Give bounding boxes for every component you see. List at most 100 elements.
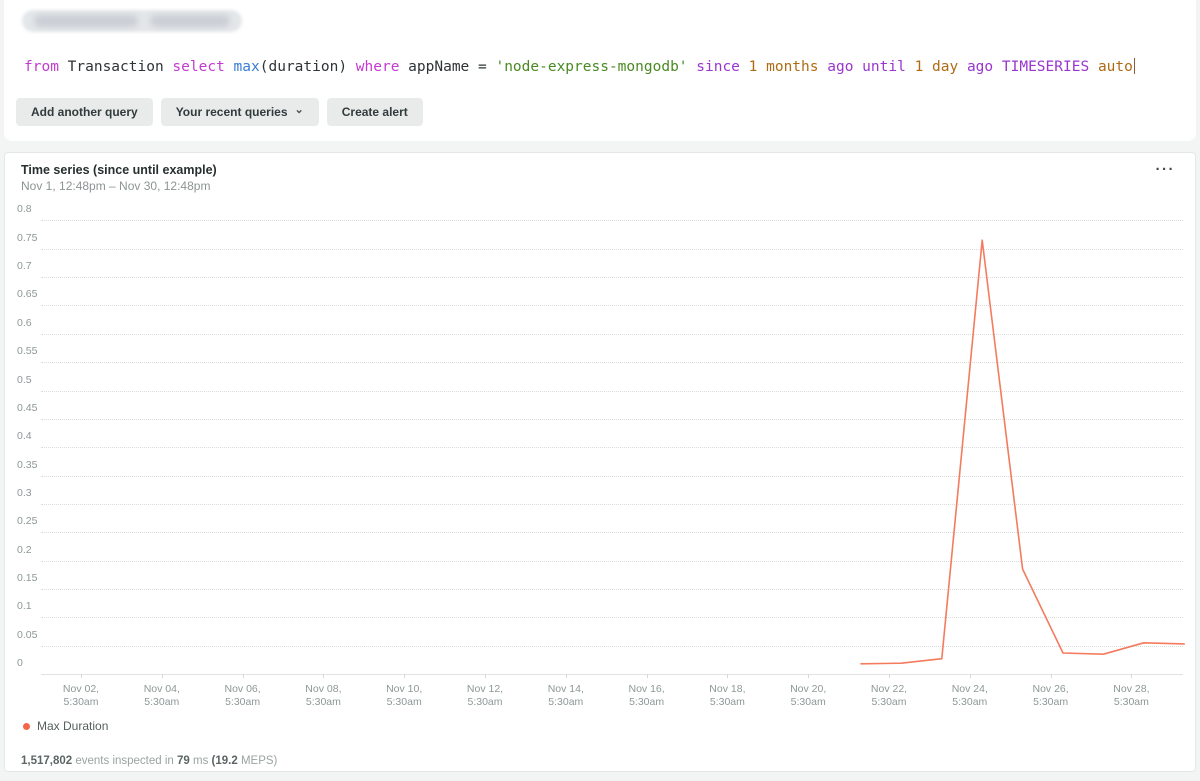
x-axis-label: Nov 14, 5:30am bbox=[547, 683, 584, 708]
nrql-token-keyword: ago bbox=[827, 59, 854, 75]
nrql-token-keyword: since bbox=[696, 59, 740, 75]
nrql-token-keyword: TIMESERIES bbox=[1001, 59, 1090, 75]
x-axis-tick bbox=[1131, 674, 1133, 678]
y-axis-label: 0.05 bbox=[17, 628, 38, 641]
footer-text: events inspected in bbox=[72, 755, 178, 767]
y-gridline bbox=[41, 588, 1183, 590]
y-gridline bbox=[41, 645, 1183, 647]
x-axis-tick bbox=[242, 674, 244, 678]
x-axis-tick bbox=[485, 674, 486, 678]
events-inspected-status: 1,517,802 events inspected in 79 ms (19.… bbox=[21, 755, 277, 767]
x-axis-tick bbox=[889, 674, 890, 678]
x-axis-label: Nov 20, 5:30am bbox=[790, 683, 827, 708]
y-axis-label: 0.35 bbox=[17, 458, 38, 471]
x-axis-label: Nov 18, 5:30am bbox=[709, 683, 746, 708]
nrql-token-clause: where bbox=[355, 59, 400, 75]
footer-text: ms bbox=[189, 755, 212, 767]
y-gridline bbox=[41, 333, 1183, 335]
nrql-token-plain bbox=[819, 59, 828, 75]
y-axis-label: 0.7 bbox=[17, 260, 32, 273]
x-axis-tick bbox=[808, 674, 810, 678]
series-line-layer bbox=[860, 239, 1185, 665]
nrql-token-keyword: ago bbox=[966, 59, 994, 75]
x-axis-tick bbox=[404, 674, 406, 678]
recent-queries-label: Your recent queries bbox=[175, 105, 288, 119]
chart-legend[interactable]: Max Duration bbox=[23, 719, 108, 733]
chart-title: Time series (since until example) bbox=[21, 163, 217, 177]
x-axis-label: Nov 16, 5:30am bbox=[628, 683, 665, 708]
y-gridline bbox=[41, 475, 1183, 477]
y-gridline bbox=[41, 305, 1183, 307]
x-axis-label: Nov 10, 5:30am bbox=[386, 683, 423, 708]
series-legend-label: Max Duration bbox=[37, 719, 109, 733]
x-axis-label: Nov 06, 5:30am bbox=[224, 683, 261, 708]
y-axis-label: 0 bbox=[17, 657, 23, 669]
footer-metric-value: 79 bbox=[177, 755, 190, 767]
nrql-token-plain: (duration) bbox=[259, 59, 356, 75]
nrql-token-plain bbox=[688, 59, 697, 75]
x-axis-label: Nov 22, 5:30am bbox=[870, 683, 908, 708]
x-axis-tick bbox=[161, 674, 163, 678]
nrql-token-number: 1 months bbox=[748, 59, 819, 75]
nrql-token-plain bbox=[993, 59, 1002, 75]
nrql-token-plain: appName = bbox=[399, 59, 496, 75]
nrql-token-plain bbox=[225, 59, 234, 75]
redacted-text-blob bbox=[150, 15, 230, 27]
x-axis-label: Nov 04, 5:30am bbox=[143, 683, 180, 708]
nrql-token-number: auto bbox=[1097, 59, 1133, 75]
y-gridline bbox=[41, 362, 1183, 364]
y-axis-label: 0.45 bbox=[17, 401, 38, 414]
y-gridline bbox=[41, 447, 1183, 449]
nrql-token-function: max bbox=[233, 59, 260, 75]
redacted-account-pill bbox=[22, 10, 242, 32]
recent-queries-button[interactable]: Your recent queries ⌄ bbox=[160, 98, 319, 126]
y-axis-label: 0.4 bbox=[17, 430, 32, 443]
nrql-token-number: 1 day bbox=[914, 59, 959, 75]
x-axis-tick bbox=[565, 674, 567, 678]
text-caret bbox=[1133, 58, 1136, 74]
x-axis-tick bbox=[1050, 674, 1052, 678]
y-axis-label: 0.15 bbox=[17, 571, 38, 584]
y-axis-label: 0.65 bbox=[17, 288, 38, 301]
y-gridline bbox=[41, 277, 1183, 279]
query-actions-row: Add another query Your recent queries ⌄ … bbox=[16, 98, 423, 126]
y-gridline bbox=[41, 418, 1183, 420]
y-gridline bbox=[41, 617, 1183, 619]
y-gridline bbox=[41, 390, 1183, 392]
nrql-token-keyword: until bbox=[862, 59, 906, 75]
nrql-token-plain: Transaction bbox=[58, 59, 173, 75]
y-gridline bbox=[41, 220, 1183, 222]
y-axis-label: 0.1 bbox=[17, 600, 32, 613]
x-axis-label: Nov 28, 5:30am bbox=[1113, 683, 1150, 708]
nrql-query-text: from Transaction select max(duration) wh… bbox=[24, 59, 1133, 75]
chart-card: Time series (since until example) Nov 1,… bbox=[4, 152, 1196, 772]
nrql-token-plain bbox=[853, 59, 862, 75]
x-axis-label: Nov 24, 5:30am bbox=[951, 683, 988, 708]
y-axis-label: 0.5 bbox=[17, 373, 32, 386]
y-gridline bbox=[41, 532, 1183, 534]
x-axis-label: Nov 08, 5:30am bbox=[305, 683, 342, 708]
nrql-query-input[interactable]: from Transaction select max(duration) wh… bbox=[24, 58, 1136, 75]
y-axis-label: 0.75 bbox=[17, 231, 38, 244]
redacted-text-blob bbox=[34, 15, 138, 27]
chevron-down-icon: ⌄ bbox=[294, 104, 304, 116]
y-gridline bbox=[41, 560, 1183, 562]
query-editor-panel: from Transaction select max(duration) wh… bbox=[4, 0, 1196, 141]
x-axis-label: Nov 26, 5:30am bbox=[1032, 683, 1069, 708]
y-gridline bbox=[41, 503, 1183, 505]
create-alert-button[interactable]: Create alert bbox=[326, 98, 423, 126]
x-axis-label: Nov 12, 5:30am bbox=[466, 683, 504, 708]
max-duration-line bbox=[860, 239, 1185, 665]
footer-metric-value: (19.2 bbox=[211, 755, 238, 767]
add-another-query-label: Add another query bbox=[31, 105, 138, 119]
y-axis-label: 0.55 bbox=[17, 345, 38, 358]
y-axis-label: 0.6 bbox=[17, 316, 32, 329]
footer-metric-value: 1,517,802 bbox=[21, 755, 73, 767]
ellipsis-menu-icon[interactable]: ··· bbox=[1155, 161, 1175, 178]
add-another-query-button[interactable]: Add another query bbox=[16, 98, 153, 126]
y-axis-label: 0.3 bbox=[17, 486, 32, 499]
y-axis-label: 0.8 bbox=[17, 203, 32, 216]
create-alert-label: Create alert bbox=[341, 105, 408, 119]
y-gridline bbox=[41, 248, 1183, 250]
chart-date-range: Nov 1, 12:48pm – Nov 30, 12:48pm bbox=[21, 179, 211, 193]
